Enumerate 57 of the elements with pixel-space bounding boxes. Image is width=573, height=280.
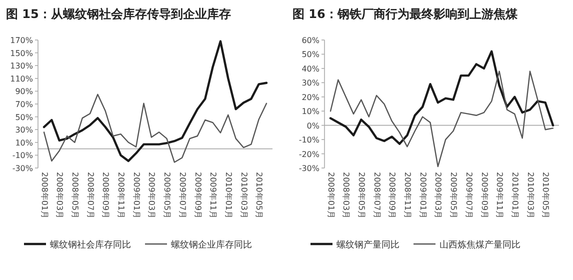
x-tick-label: 2008年11月 — [116, 172, 126, 219]
x-tick-label: 2008年11月 — [403, 172, 412, 219]
y-tick-label: 170% — [10, 36, 34, 45]
y-tick-label: 50% — [15, 112, 34, 122]
x-tick-label: 2009年09月 — [193, 172, 202, 219]
x-tick-label: 2008年03月 — [342, 172, 351, 219]
x-tick-label: 2008年09月 — [101, 172, 110, 219]
x-tick-label: 2008年01月 — [326, 172, 336, 219]
chart-title: 图 16：钢铁厂商行为最终影响到上游焦煤 — [292, 7, 518, 21]
x-tick-label: 2009年11月 — [208, 172, 218, 219]
x-tick-label: 2010年01月 — [224, 172, 233, 219]
y-tick-label: 110% — [10, 74, 34, 84]
y-tick-label: 0% — [306, 121, 320, 130]
y-tick-label: 90% — [15, 87, 34, 96]
x-tick-label: 2008年07月 — [372, 172, 382, 219]
x-tick-label: 2010年05月 — [254, 172, 264, 219]
y-tick-label: -10% — [12, 151, 34, 160]
x-tick-label: 2010年03月 — [239, 172, 248, 219]
legend-label: 螺纹钢产量同比 — [336, 240, 400, 250]
x-tick-label: 2010年01月 — [510, 172, 520, 219]
y-tick-label: 30% — [15, 126, 34, 135]
x-tick-label: 2009年01月 — [132, 172, 141, 219]
y-tick-label: -20% — [298, 150, 320, 159]
x-tick-label: 2009年07月 — [178, 172, 187, 219]
y-tick-label: -10% — [298, 136, 320, 145]
y-tick-label: 60% — [302, 36, 320, 45]
x-tick-label: 2010年03月 — [526, 172, 535, 219]
y-tick-label: -30% — [12, 164, 34, 173]
x-tick-label: 2009年05月 — [162, 172, 172, 219]
legend-label: 螺纹钢企业库存同比 — [171, 240, 252, 250]
x-tick-label: 2008年03月 — [55, 172, 64, 219]
x-tick-label: 2009年11月 — [495, 172, 504, 219]
x-tick-label: 2009年07月 — [464, 172, 474, 219]
y-tick-label: 130% — [10, 62, 34, 71]
y-tick-label: -30% — [298, 164, 320, 173]
x-tick-label: 2009年03月 — [147, 172, 156, 219]
x-tick-label: 2009年01月 — [418, 172, 428, 219]
y-tick-label: 150% — [10, 48, 34, 58]
y-tick-label: 10% — [15, 138, 34, 148]
x-tick-label: 2009年09月 — [480, 172, 489, 219]
y-tick-label: 20% — [302, 92, 320, 102]
x-tick-label: 2010年05月 — [541, 172, 550, 219]
legend-label: 螺纹钢社会库存同比 — [50, 240, 131, 250]
y-tick-label: 70% — [15, 100, 34, 109]
legend-label: 山西炼焦煤产量同比 — [440, 240, 520, 250]
chart-title: 图 15：从螺纹钢社会库存传导到企业库存 — [6, 7, 231, 21]
y-tick-label: 30% — [302, 78, 320, 88]
y-tick-label: 40% — [302, 64, 320, 74]
x-tick-label: 2008年01月 — [40, 172, 49, 219]
x-tick-label: 2009年03月 — [434, 172, 443, 219]
x-tick-label: 2009年05月 — [449, 172, 458, 219]
y-tick-label: 50% — [302, 50, 320, 60]
y-tick-label: 10% — [302, 107, 320, 116]
x-tick-label: 2008年07月 — [86, 172, 95, 219]
x-tick-label: 2008年05月 — [70, 172, 80, 219]
x-tick-label: 2008年09月 — [388, 172, 397, 219]
x-tick-label: 2008年05月 — [357, 172, 366, 219]
